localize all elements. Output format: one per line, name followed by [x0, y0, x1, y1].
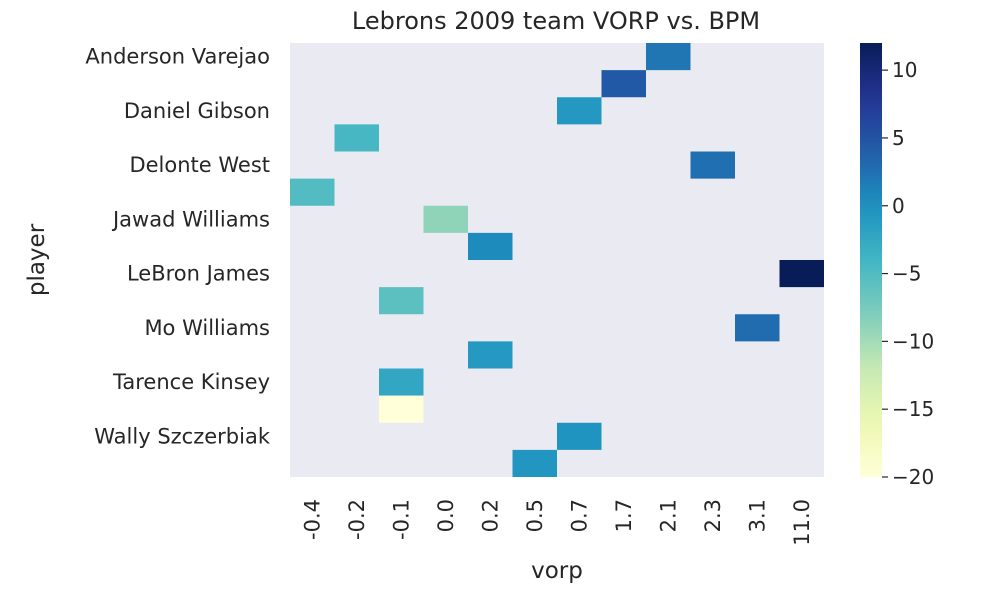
heatmap-cell — [423, 205, 468, 233]
heatmap-cell — [557, 97, 602, 125]
x-tick-label: 0.2 — [478, 499, 502, 532]
heatmap-cell — [334, 124, 379, 152]
x-tick-label: -0.4 — [300, 499, 324, 540]
colorbar-tick-label: −20 — [892, 465, 934, 489]
chart-title: Lebrons 2009 team VORP vs. BPM — [352, 7, 760, 35]
x-tick-label: 11.0 — [790, 499, 814, 546]
y-tick-label: LeBron James — [127, 262, 270, 286]
colorbar — [860, 43, 882, 477]
heatmap-cell — [468, 232, 513, 260]
heatmap-cell — [690, 151, 735, 179]
colorbar-tick-label: −5 — [892, 262, 921, 286]
x-tick-label: 0.5 — [523, 499, 547, 532]
heatmap-cell — [379, 395, 424, 423]
x-tick-label: 0.0 — [434, 499, 458, 532]
y-tick-label: Daniel Gibson — [124, 99, 270, 123]
x-tick-label: 2.3 — [701, 499, 725, 532]
heatmap-cell — [379, 368, 424, 396]
x-tick-label: 1.7 — [612, 499, 636, 532]
x-axis-ticks: -0.4 -0.2 -0.1 0.0 0.2 0.5 0.7 1.7 2.1 2.3 3.1 11.0 — [300, 499, 814, 546]
colorbar-ticks: 10 5 0 −5 −10 −15 −20 — [882, 58, 934, 489]
y-tick-label: Mo Williams — [144, 316, 270, 340]
heatmap-cell — [557, 422, 602, 450]
colorbar-tick-label: 0 — [892, 194, 905, 218]
x-axis-label: vorp — [531, 558, 583, 584]
heatmap-cell — [290, 178, 335, 206]
x-tick-label: 2.1 — [656, 499, 680, 532]
heatmap-cell — [735, 314, 780, 342]
y-tick-label: Delonte West — [129, 153, 270, 177]
colorbar-tick-label: −15 — [892, 397, 934, 421]
x-tick-label: -0.2 — [345, 499, 369, 540]
heatmap-cell — [601, 70, 646, 98]
heatmap-cell — [779, 260, 824, 288]
colorbar-tick-label: 10 — [892, 58, 917, 82]
heatmap-cell — [512, 449, 557, 477]
y-tick-label: Jawad Williams — [111, 207, 270, 231]
x-tick-label: 3.1 — [745, 499, 769, 532]
heatmap-cells — [290, 43, 824, 477]
colorbar-tick-label: 5 — [892, 126, 905, 150]
y-tick-label: Tarence Kinsey — [112, 370, 270, 394]
heatmap-cell — [379, 287, 424, 315]
colorbar-tick-label: −10 — [892, 329, 934, 353]
y-tick-label: Anderson Varejao — [85, 45, 270, 69]
y-axis-label: player — [24, 223, 50, 296]
y-tick-label: Wally Szczerbiak — [94, 424, 271, 448]
x-tick-label: -0.1 — [389, 499, 413, 540]
y-axis-ticks: Anderson Varejao Daniel Gibson Delonte Wes… — [85, 45, 270, 449]
x-tick-label: 0.7 — [567, 499, 591, 532]
heatmap-cell — [646, 43, 691, 71]
heatmap-cell — [468, 341, 513, 369]
